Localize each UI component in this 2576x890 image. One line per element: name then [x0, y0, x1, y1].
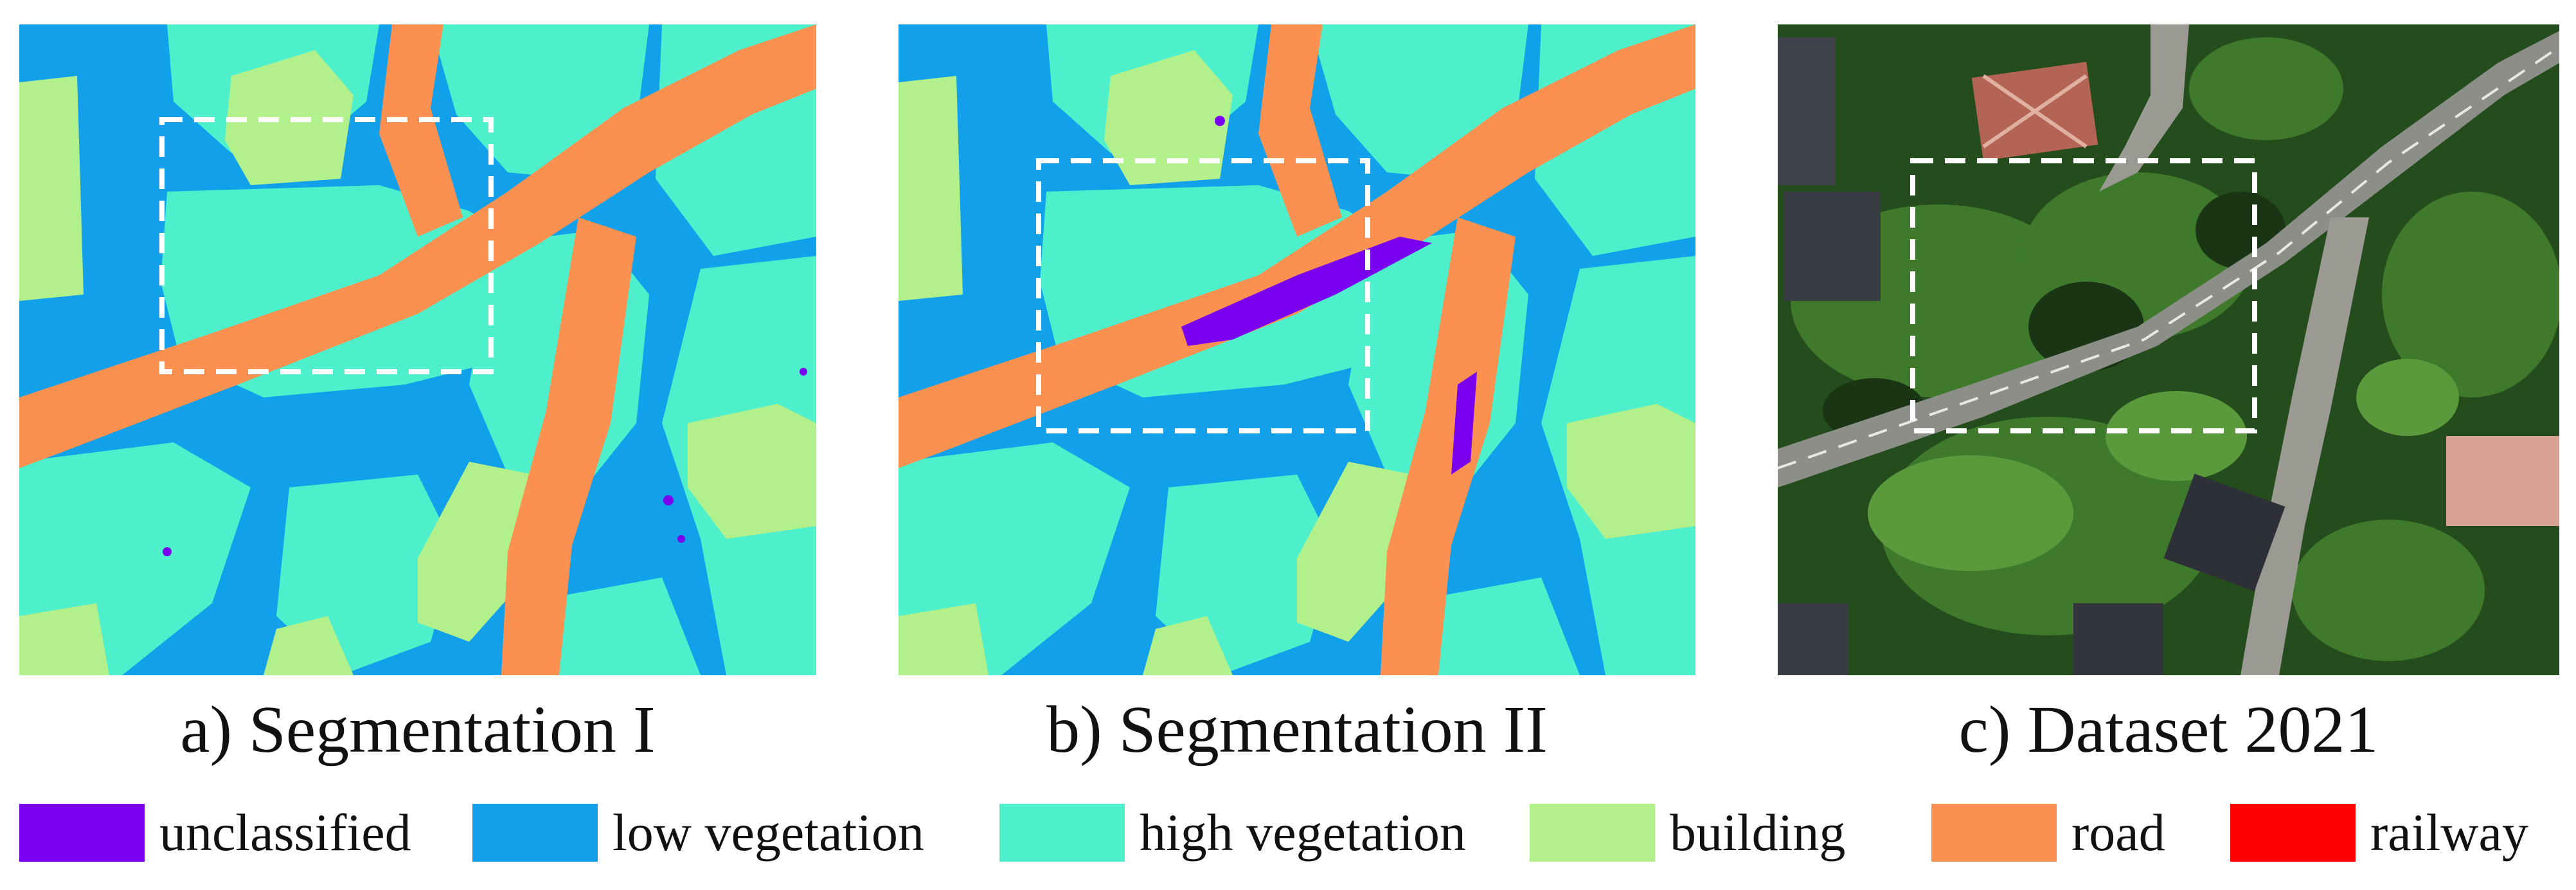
- legend-swatch: [19, 804, 145, 862]
- legend-label: building: [1670, 803, 1846, 862]
- legend-label: high vegetation: [1140, 803, 1466, 862]
- legend-label: low vegetation: [613, 803, 925, 862]
- legend-swatch: [472, 804, 598, 862]
- highlight-box: [1910, 158, 2257, 433]
- legend-label: railway: [2370, 803, 2528, 862]
- house-roof: [2073, 603, 2163, 675]
- highlight-box: [1036, 158, 1370, 433]
- caption-segmentation-1: a) Segmentation I: [180, 693, 656, 767]
- house-roof: [1778, 37, 1836, 185]
- caption-dataset-2021: c) Dataset 2021: [1958, 693, 2379, 767]
- legend-label: road: [2071, 803, 2165, 862]
- house-roof: [1784, 192, 1881, 301]
- segmentation-2-map: [899, 24, 1695, 675]
- highlight-box: [159, 117, 494, 374]
- segmentation-1-map: [19, 24, 816, 675]
- caption-segmentation-2: b) Segmentation II: [1046, 693, 1548, 767]
- house-roof: [2446, 436, 2559, 526]
- legend-swatch: [1931, 804, 2057, 862]
- legend-swatch: [999, 804, 1125, 862]
- house-roof: [2163, 473, 2285, 592]
- house-roof: [1778, 603, 1848, 675]
- legend-swatch: [2230, 804, 2356, 862]
- aerial-photo: [1778, 24, 2559, 675]
- legend-swatch: [1530, 804, 1655, 862]
- legend: unclassified low vegetation high vegetat…: [19, 797, 2558, 868]
- legend-label: unclassified: [159, 803, 411, 862]
